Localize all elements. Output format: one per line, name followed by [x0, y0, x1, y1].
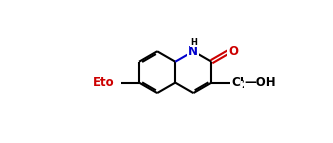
Text: N: N	[188, 45, 198, 58]
Text: 2: 2	[241, 81, 247, 90]
Text: O: O	[228, 45, 238, 58]
Text: H: H	[190, 38, 197, 47]
Text: Eto: Eto	[93, 76, 115, 89]
Text: —OH: —OH	[244, 76, 276, 89]
Text: CH: CH	[231, 76, 250, 89]
